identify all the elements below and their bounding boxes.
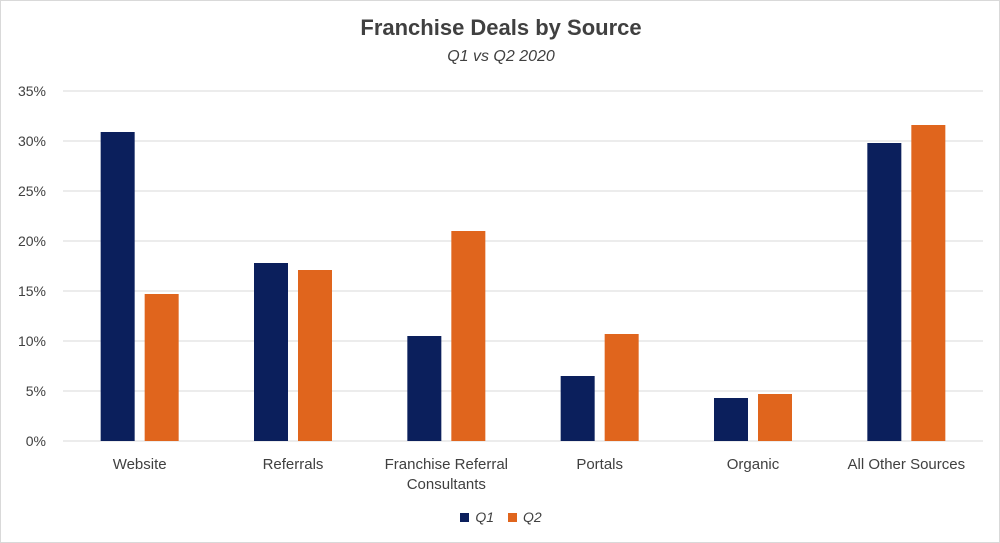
gridlines: [63, 90, 983, 442]
y-tick-label: 5%: [26, 383, 46, 399]
x-tick-label: Portals: [576, 456, 623, 473]
x-tick-label: Franchise Referral: [385, 456, 508, 473]
x-tick-label: Organic: [727, 456, 780, 473]
bar-q2-4: [604, 334, 639, 441]
bar-q1-6: [867, 143, 902, 441]
legend-item-q1: Q1: [460, 509, 494, 525]
bar-q1-1: [100, 132, 135, 441]
chart-subtitle: Q1 vs Q2 2020: [447, 48, 555, 65]
bar-q1-4: [560, 376, 595, 441]
y-axis: 0% 5% 10% 15% 20% 25% 30% 35%: [18, 83, 46, 449]
bar-chart: 0% 5% 10% 15% 20% 25% 30% 35% Website Referrals F…: [18, 83, 983, 493]
y-tick-label: 20%: [18, 233, 46, 249]
chart-title: Franchise Deals by Source: [360, 15, 642, 40]
y-tick-label: 35%: [18, 83, 46, 99]
bar-q1-3: [407, 336, 442, 441]
x-tick-label: Consultants: [407, 476, 486, 493]
legend-swatch: [508, 512, 517, 522]
legend-swatch: [460, 512, 470, 522]
bar-q2-5: [758, 394, 792, 441]
y-tick-label: 15%: [18, 283, 46, 299]
bar-q2-6: [911, 125, 946, 441]
legend-label: Q1: [475, 509, 494, 525]
bar-q2-2: [298, 270, 332, 441]
y-tick-label: 25%: [18, 183, 46, 199]
legend-label: Q2: [523, 509, 542, 525]
x-tick-label: Referrals: [263, 456, 324, 473]
legend-item-q2: Q2: [508, 509, 542, 525]
x-tick-label: Website: [113, 456, 167, 473]
x-tick-label: All Other Sources: [848, 456, 966, 473]
bars: [100, 125, 946, 441]
legend: Q1 Q2: [1, 509, 1000, 525]
bar-q2-1: [144, 294, 179, 441]
y-tick-label: 10%: [18, 333, 46, 349]
x-axis: Website Referrals Franchise Referral Consul…: [113, 456, 965, 493]
y-tick-label: 30%: [18, 133, 46, 149]
bar-q1-2: [254, 263, 288, 441]
bar-q2-3: [451, 231, 486, 441]
bar-q1-5: [714, 398, 748, 441]
y-tick-label: 0%: [26, 433, 46, 449]
